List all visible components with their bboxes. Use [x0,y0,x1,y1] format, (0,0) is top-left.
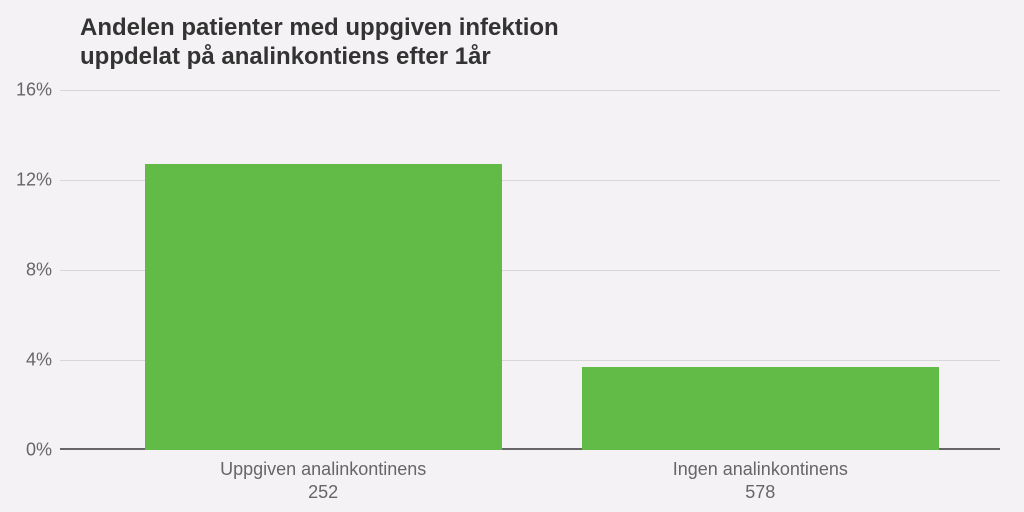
bar-chart: Andelen patienter med uppgiven infektion… [0,0,1024,512]
bar [145,164,502,450]
y-tick-label: 16% [16,80,60,101]
x-tick-label-line2: 578 [673,481,848,504]
y-tick-label: 4% [26,350,60,371]
y-tick-label: 0% [26,440,60,461]
gridline [60,90,1000,91]
x-tick-label-line1: Uppgiven analinkontinens [220,458,426,481]
y-tick-label: 12% [16,170,60,191]
x-tick-label-line2: 252 [220,481,426,504]
x-tick-label-line1: Ingen analinkontinens [673,458,848,481]
bar [582,367,939,450]
plot-area: 0%4%8%12%16%Uppgiven analinkontinens252I… [60,90,1000,450]
chart-title: Andelen patienter med uppgiven infektion… [80,14,559,72]
y-tick-label: 8% [26,260,60,281]
x-tick-label: Uppgiven analinkontinens252 [220,450,426,503]
x-tick-label: Ingen analinkontinens578 [673,450,848,503]
